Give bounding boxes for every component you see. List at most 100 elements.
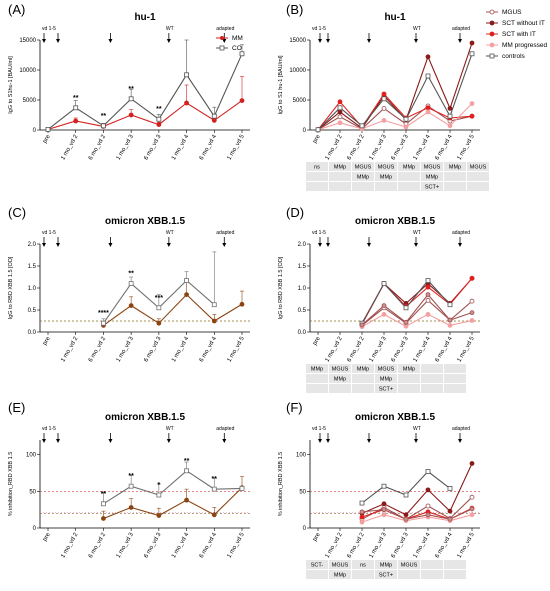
- x-tick-label: 1 mo_vd 3: [369, 133, 389, 161]
- series-line: [361, 514, 473, 523]
- vaccination-arrowhead: [318, 39, 322, 43]
- data-point: [128, 483, 134, 489]
- table-cell: [398, 182, 420, 191]
- table-cell-text: MGUS: [378, 165, 395, 171]
- panel-e: (E) omicron XBB.1.5 0 50 100 % inhibition_RBD…: [8, 400, 250, 559]
- series-line: [317, 93, 473, 131]
- x-tick-label: 6 mo_vd 2: [88, 335, 108, 363]
- data-point: [73, 105, 79, 111]
- table-cell-text: SCT-: [311, 563, 324, 569]
- table-cell-text: MMp: [334, 573, 346, 579]
- series-extra: [359, 292, 475, 328]
- x-tick-label: 1 mo_vd 4: [171, 335, 191, 363]
- data-point: [359, 123, 365, 129]
- table-cell: [352, 182, 374, 191]
- y-tick-label: 2.0: [28, 242, 37, 248]
- series-line: [317, 103, 473, 131]
- data-point: [447, 317, 453, 323]
- wt-label: WT: [413, 230, 421, 236]
- y-axis-label: IgG to S1 hu-1 [BAU/ml]: [278, 55, 284, 114]
- table-cell: [444, 172, 466, 181]
- data-point: [101, 320, 106, 326]
- legend-label: controls: [502, 53, 526, 60]
- x-tick-label: 6 mo_vd 4: [199, 133, 219, 161]
- data-point: [425, 512, 431, 518]
- series-extra: [359, 506, 475, 522]
- vaccination-arrowhead: [414, 243, 418, 247]
- table-cell: [306, 384, 328, 393]
- vaccination-arrowhead: [108, 39, 113, 43]
- table-cell-text: MMp: [357, 367, 369, 373]
- table-cell: [421, 172, 443, 181]
- x-tick-label: 1 mo_vd 2: [325, 531, 345, 559]
- data-point: [381, 507, 387, 513]
- y-axis-label: IgG to S1hu-1 [BAU/ml]: [8, 56, 14, 114]
- data-point: [469, 40, 475, 46]
- panel-title: omicron XBB.1.5: [105, 216, 185, 227]
- x-tick-label: 6 mo_vd 4: [199, 335, 219, 363]
- y-tick-label: 15000: [19, 38, 36, 44]
- legend-label: SCT without IT: [502, 20, 545, 27]
- data-point: [128, 96, 134, 102]
- data-point: [425, 311, 431, 317]
- table-cell: [306, 374, 328, 383]
- data-point: [211, 486, 217, 492]
- x-tick-label: pre: [312, 133, 322, 144]
- significance-marker: **: [184, 458, 190, 465]
- adapted-label: adapted: [452, 230, 470, 236]
- data-point: [403, 116, 409, 122]
- data-point: [447, 106, 453, 111]
- table-cell-text: MMp: [403, 367, 415, 373]
- x-tick-label: 1 mo_vd 5: [227, 531, 247, 559]
- x-tick-label: 6 mo_vd 3: [143, 531, 163, 559]
- x-tick-label: 1 mo_vd 3: [116, 531, 136, 559]
- y-tick-label: 1.5: [28, 264, 37, 270]
- vd-label: vd 1-5: [312, 26, 326, 32]
- panel-letter: (E): [8, 400, 25, 415]
- series-co: [101, 461, 245, 507]
- table-cell: [306, 570, 328, 579]
- panel-title: hu-1: [134, 12, 156, 23]
- data-point: [403, 323, 409, 329]
- table-cell-text: MGUS: [470, 165, 487, 171]
- y-tick-label: 10000: [289, 68, 306, 74]
- table-cell: [375, 172, 397, 181]
- x-tick-label: 6 mo_vd 4: [435, 133, 455, 161]
- y-axis-label: % inhibition_RBD XBB 1.5: [8, 452, 14, 517]
- table-cell: [352, 384, 374, 393]
- table-cell: [467, 182, 489, 191]
- legend-label: MGUS: [502, 9, 522, 16]
- x-tick-label: pre: [42, 335, 52, 346]
- data-point: [425, 503, 431, 509]
- panel-letter: (C): [8, 205, 26, 220]
- data-point: [447, 302, 453, 308]
- vaccination-arrowhead: [367, 39, 371, 43]
- table-cell-text: ns: [314, 165, 320, 171]
- series-co: [101, 251, 217, 326]
- table-cell: [398, 384, 420, 393]
- y-tick-label: 5000: [23, 98, 37, 104]
- series-line: [47, 53, 243, 130]
- table-cell: [421, 560, 443, 569]
- data-point: [469, 113, 475, 119]
- significance-marker: **: [128, 473, 134, 480]
- series-line: [361, 508, 473, 520]
- data-point: [425, 292, 431, 298]
- x-tick-label: 6 mo_vd 3: [143, 133, 163, 161]
- table-cell: [329, 570, 351, 579]
- x-tick-label: 6 mo_vd 2: [347, 133, 367, 161]
- series-mm-progressed: [359, 311, 475, 330]
- data-point: [128, 112, 134, 118]
- x-tick-label: 6 mo_vd 2: [88, 133, 108, 161]
- data-point: [359, 509, 365, 515]
- y-tick-label: 10000: [19, 68, 36, 74]
- x-tick-label: 6 mo_vd 4: [435, 335, 455, 363]
- data-point: [469, 310, 475, 316]
- vaccination-arrowhead: [108, 243, 113, 247]
- table-cell-text: MMp: [380, 563, 392, 569]
- vaccination-arrowhead: [222, 39, 227, 43]
- data-point: [239, 51, 245, 57]
- data-point: [469, 318, 475, 323]
- table-cell: [352, 570, 374, 579]
